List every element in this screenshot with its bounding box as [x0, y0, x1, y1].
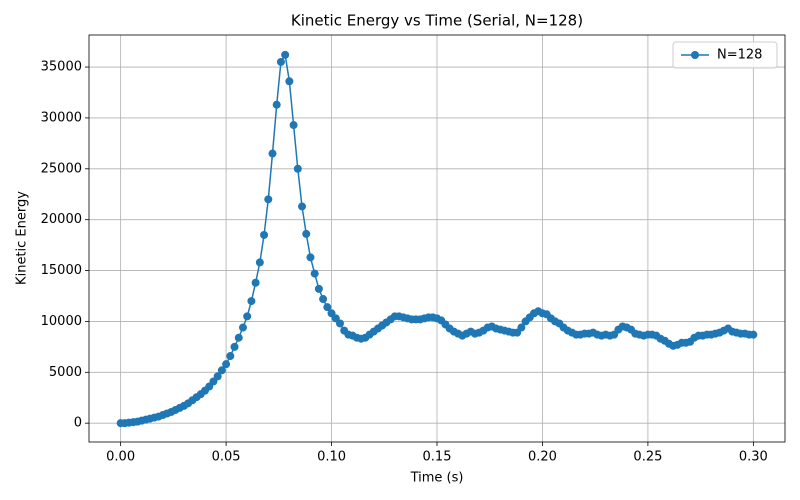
- data-point: [517, 323, 526, 332]
- data-point: [264, 195, 273, 204]
- data-point: [247, 297, 256, 306]
- data-point: [314, 284, 323, 293]
- data-point: [222, 360, 231, 369]
- data-point: [268, 149, 277, 158]
- data-point: [302, 229, 311, 238]
- legend-label: N=128: [717, 48, 762, 63]
- data-point: [298, 202, 307, 211]
- x-tick-label: 0.05: [212, 450, 241, 465]
- data-point: [323, 303, 332, 312]
- data-point: [238, 323, 247, 332]
- y-tick-label: 30000: [41, 110, 82, 125]
- y-tick-label: 10000: [41, 314, 82, 329]
- legend-box: [672, 41, 778, 69]
- chart-title: Kinetic Energy vs Time (Serial, N=128): [291, 12, 583, 30]
- x-tick-label: 0.15: [423, 450, 452, 465]
- data-point: [217, 366, 226, 375]
- data-point: [251, 278, 260, 287]
- data-point: [255, 258, 264, 267]
- data-point: [243, 312, 252, 321]
- y-tick-label: 20000: [41, 212, 82, 227]
- y-tick-label: 15000: [41, 263, 82, 278]
- y-tick-label: 0: [74, 416, 82, 431]
- data-point: [281, 50, 290, 59]
- y-tick-label: 25000: [41, 161, 82, 176]
- y-tick-label: 5000: [49, 365, 82, 380]
- data-point: [289, 121, 298, 130]
- x-axis-label: Time (s): [410, 471, 464, 486]
- data-point: [306, 253, 315, 262]
- data-point: [335, 319, 344, 328]
- data-point: [293, 164, 302, 173]
- data-point: [272, 100, 281, 109]
- data-point: [310, 269, 319, 278]
- data-point: [234, 333, 243, 342]
- x-tick-label: 0.10: [317, 450, 346, 465]
- x-tick-label: 0.20: [528, 450, 557, 465]
- x-tick-label: 0.30: [739, 450, 768, 465]
- data-point: [285, 77, 294, 86]
- data-point: [226, 352, 235, 361]
- x-tick-label: 0.25: [633, 450, 662, 465]
- data-point: [260, 230, 269, 239]
- plot-frame: [88, 34, 786, 443]
- data-point: [213, 372, 222, 381]
- data-point: [276, 57, 285, 66]
- y-tick-label: 35000: [41, 60, 82, 75]
- x-tick-label: 0.00: [106, 450, 135, 465]
- y-axis-label: Kinetic Energy: [15, 191, 30, 285]
- data-point: [319, 295, 328, 304]
- legend-marker: [691, 51, 699, 59]
- data-point: [749, 330, 758, 339]
- data-point: [230, 342, 239, 351]
